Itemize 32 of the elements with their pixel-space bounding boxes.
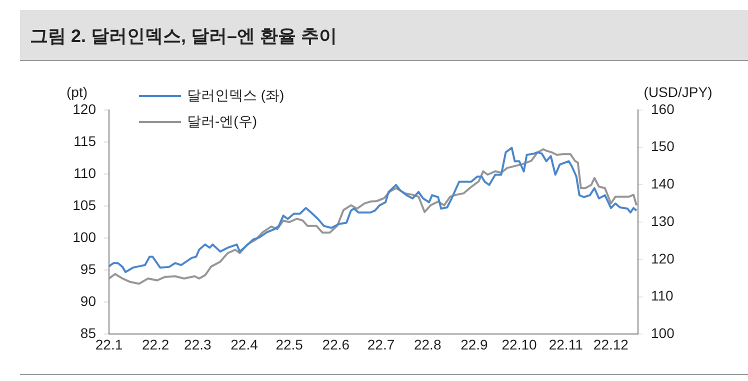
- x-tick-label: 22.6: [322, 336, 350, 352]
- y2-tick-label: 150: [651, 138, 675, 154]
- x-tick-label: 22.7: [367, 336, 395, 352]
- chart-title: 그림 2. 달러인덱스, 달러–엔 환율 추이: [30, 25, 338, 48]
- x-tick-label: 22.3: [184, 336, 212, 352]
- legend-label: 달러인덱스 (좌): [187, 86, 284, 103]
- y2-tick-label: 160: [651, 100, 675, 117]
- x-tick-label: 22.11: [548, 336, 584, 352]
- y-axis-title: (pt): [66, 84, 88, 100]
- x-tick-label: 22.2: [142, 336, 170, 352]
- x-tick-label: 22.1: [95, 336, 123, 352]
- y-tick-label: 85: [80, 325, 96, 342]
- x-tick-label: 22.8: [414, 336, 442, 352]
- x-tick-label: 22.10: [502, 336, 537, 352]
- y-tick-label: 110: [74, 164, 96, 181]
- legend-label: 달러-엔(우): [187, 112, 257, 129]
- y-tick-label: 105: [72, 196, 96, 213]
- y2-tick-label: 100: [651, 325, 675, 342]
- y-tick-label: 100: [72, 228, 96, 245]
- y2-tick-label: 110: [651, 288, 674, 304]
- y2-tick-label: 130: [651, 212, 675, 229]
- y2-tick-label: 140: [651, 176, 675, 192]
- y-tick-label: 120: [72, 100, 96, 117]
- y-tick-label: 90: [80, 293, 96, 310]
- x-tick-label: 22.12: [593, 336, 629, 352]
- y2-tick-label: 120: [651, 250, 675, 266]
- x-tick-label: 22.5: [276, 336, 304, 352]
- x-tick-label: 22.4: [230, 336, 258, 352]
- y2-axis-title: (USD/JPY): [644, 84, 712, 100]
- x-tick-label: 22.9: [460, 336, 488, 352]
- y-tick-label: 95: [80, 261, 96, 277]
- y-tick-label: 115: [74, 132, 96, 149]
